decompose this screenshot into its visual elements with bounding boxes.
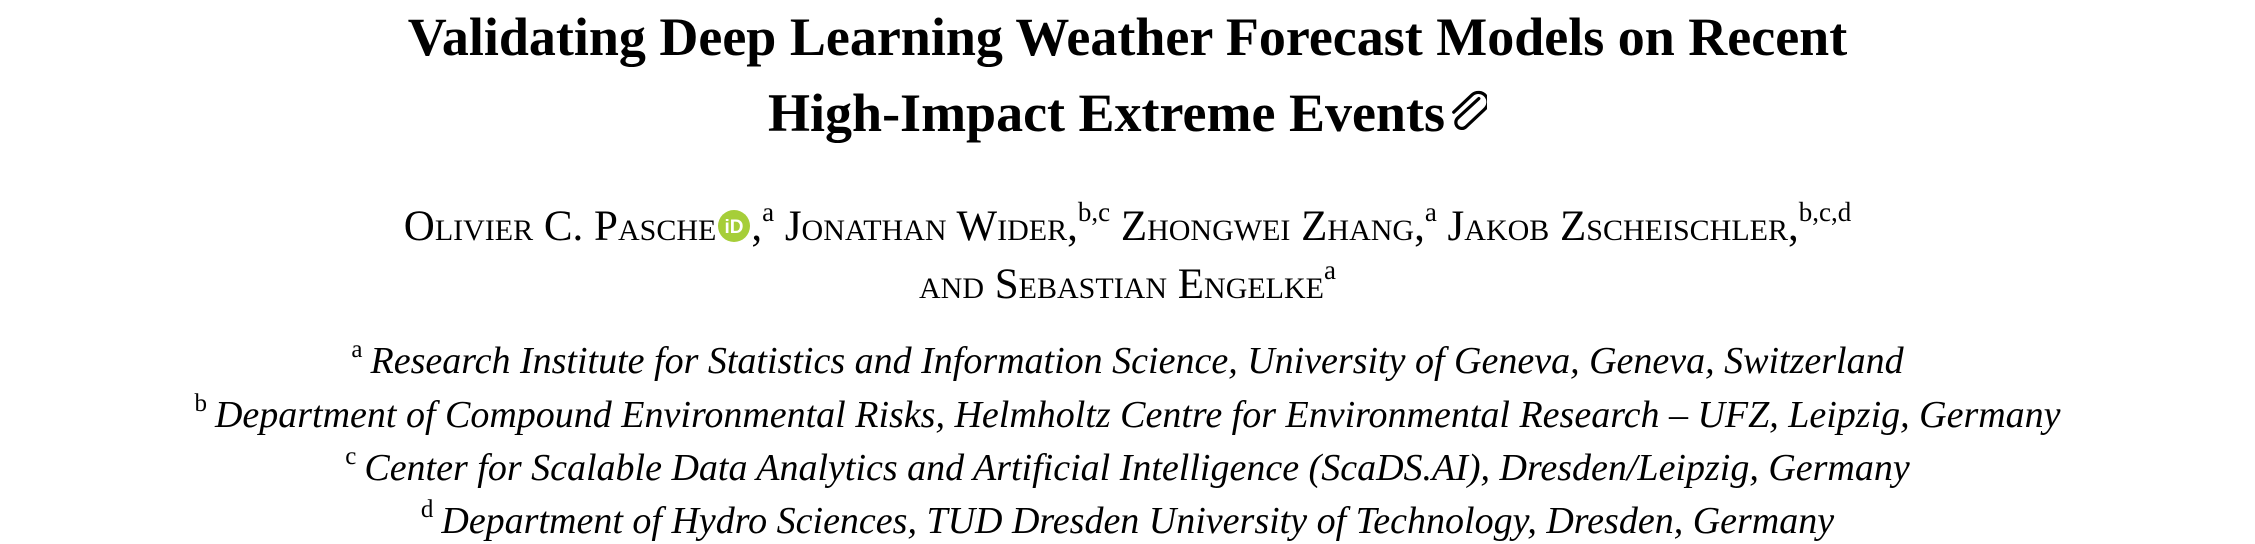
affiliation-text: Research Institute for Statistics and In… (370, 340, 1904, 382)
affiliation-text: Center for Scalable Data Analytics and A… (364, 447, 1910, 489)
affiliation-mark: a (351, 336, 363, 363)
and-word: and (919, 261, 985, 308)
author-affil-mark: a (1424, 197, 1437, 227)
affiliation-item: c Center for Scalable Data Analytics and … (0, 443, 2255, 491)
affiliation-item: d Department of Hydro Sciences, TUD Dresd… (0, 496, 2255, 544)
affiliation-mark: c (345, 443, 357, 470)
author-name: Sebastian Engelke (994, 261, 1324, 308)
svg-text:iD: iD (725, 217, 744, 238)
author-name: Olivier C. Pasche (403, 203, 717, 250)
affiliation-item: a Research Institute for Statistics and I… (0, 336, 2255, 384)
author-name: Zhongwei Zhang (1120, 203, 1415, 250)
affiliation-text: Department of Compound Environmental Ris… (214, 394, 2061, 436)
affiliation-mark: b (194, 390, 207, 417)
title-text-2: High-Impact Extreme Events (768, 83, 1445, 143)
author-affil-mark: b,c,d (1798, 197, 1852, 227)
author-affil-mark: a (762, 197, 775, 227)
author-name: Jonathan Wider (784, 203, 1068, 250)
title-text-1: Validating Deep Learning Weather Forecas… (407, 7, 1848, 67)
orcid-icon[interactable]: iD (717, 205, 751, 242)
paper-title-line-1: Validating Deep Learning Weather Forecas… (0, 8, 2255, 66)
paper-title-line-2: High-Impact Extreme Events (0, 84, 2255, 144)
author-line-2: and Sebastian Engelkea (0, 257, 2255, 310)
author-affil-mark: b,c (1077, 197, 1111, 227)
paperclip-icon[interactable] (1447, 86, 1490, 144)
author-line-1: Olivier C. Pasche iD ,a Jonathan Wider,b,c… (403, 197, 1852, 251)
author-affil-mark: a (1324, 255, 1336, 285)
affiliation-text: Department of Hydro Sciences, TUD Dresde… (441, 500, 1835, 542)
author-name: Jakob Zscheischler (1447, 203, 1788, 250)
affiliation-mark: d (420, 496, 434, 523)
affiliation-item: b Department of Compound Environmental Ri… (0, 390, 2255, 438)
